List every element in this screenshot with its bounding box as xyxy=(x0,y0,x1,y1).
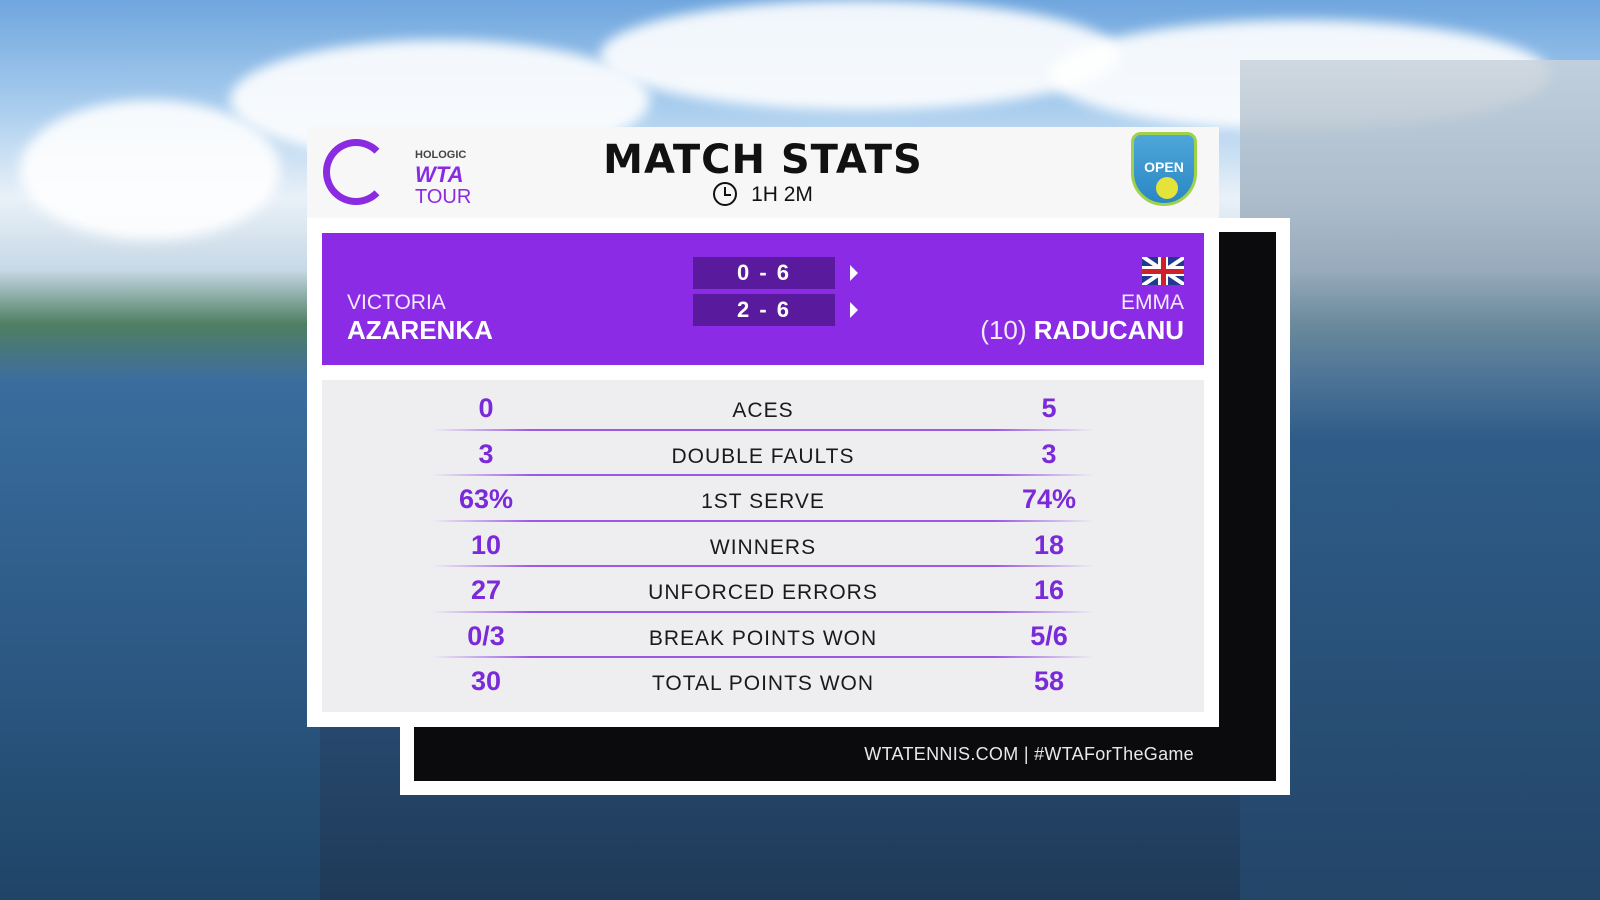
clock-icon xyxy=(713,182,738,206)
logo-text: OPEN xyxy=(1144,159,1184,175)
player1-stat-value: 27 xyxy=(470,575,502,605)
player1-last-name: AZARENKA xyxy=(347,315,493,345)
great-britain-flag-icon xyxy=(1142,257,1184,285)
left-stands xyxy=(0,380,320,900)
player1-stat-value: 10 xyxy=(470,529,502,560)
row-divider xyxy=(432,610,1094,613)
player1-stat-value: 0/3 xyxy=(467,620,505,651)
row-divider xyxy=(432,474,1094,476)
duration-text: 1H 2M xyxy=(751,183,813,206)
stat-label: BREAK POINTS WON xyxy=(648,626,878,650)
logo-text: WTA xyxy=(415,162,464,187)
stat-label: WINNERS xyxy=(709,535,817,559)
player1-first-name: VICTORIA xyxy=(347,291,446,314)
scoreboard: VICTORIA AZARENKA 0 - 6 2 - 6 EMMA (10) … xyxy=(322,233,1204,365)
right-stands xyxy=(1240,60,1600,900)
player2-last-name: RADUCANU xyxy=(1033,315,1184,345)
stat-label: 1ST SERVE xyxy=(701,490,825,513)
stat-row: 27 UNFORCED ERRORS 16 xyxy=(322,569,1204,615)
page-title: MATCH STATS xyxy=(603,137,923,183)
logo-text: TOUR xyxy=(415,186,472,208)
stat-row: 0 ACES 5 xyxy=(322,387,1204,433)
match-stats-card: HOLOGIC WTA TOUR MATCH STATS 1H 2M OPEN … xyxy=(307,127,1219,727)
player2-stat-value: 18 xyxy=(1033,529,1065,560)
stat-row: 30 TOTAL POINTS WON 58 xyxy=(322,660,1204,706)
logo-text: HOLOGIC xyxy=(415,149,467,161)
player1-stat-value: 30 xyxy=(470,666,502,696)
stat-row: 10 WINNERS 18 xyxy=(322,524,1204,570)
western-southern-open-logo: OPEN xyxy=(1131,132,1197,206)
card-header: HOLOGIC WTA TOUR MATCH STATS 1H 2M OPEN xyxy=(307,127,1219,218)
play-arrow-icon xyxy=(850,265,858,281)
player2-stat-value: 74% xyxy=(1021,484,1077,514)
player2-stat-value: 3 xyxy=(1041,438,1057,469)
player2-stat-value: 58 xyxy=(1033,666,1065,696)
match-duration: 1H 2M xyxy=(307,182,1219,207)
set-score-2: 2 - 6 xyxy=(693,294,835,326)
player2-stat-value: 16 xyxy=(1033,575,1065,605)
wta-logo-icon xyxy=(323,139,389,205)
row-divider xyxy=(432,656,1094,658)
footer-text: WTATENNIS.COM | #WTAForTheGame xyxy=(864,744,1194,764)
play-arrow-icon xyxy=(850,302,858,318)
row-divider xyxy=(432,428,1094,431)
row-divider xyxy=(432,519,1094,522)
player2-seed: (10) xyxy=(980,315,1027,345)
player2-first-name: EMMA xyxy=(1121,291,1184,314)
player1-stat-value: 0 xyxy=(478,393,494,423)
stats-table: 0 ACES 5 3 DOUBLE FAULTS 3 63% 1ST SERVE… xyxy=(322,380,1204,712)
stat-row: 0/3 BREAK POINTS WON 5/6 xyxy=(322,615,1204,661)
stat-label: TOTAL POINTS WON xyxy=(651,672,875,695)
set-score-1: 0 - 6 xyxy=(693,257,835,289)
player1-stat-value: 63% xyxy=(458,484,514,514)
stat-label: UNFORCED ERRORS xyxy=(648,581,878,604)
tennis-ball-icon xyxy=(1156,177,1178,199)
cloud xyxy=(600,0,1120,110)
stat-row: 63% 1ST SERVE 74% xyxy=(322,478,1204,524)
player2-stat-value: 5/6 xyxy=(1030,620,1068,651)
stat-label: DOUBLE FAULTS xyxy=(671,444,855,468)
cloud xyxy=(20,100,280,240)
stat-row: 3 DOUBLE FAULTS 3 xyxy=(322,433,1204,479)
player1: VICTORIA AZARENKA xyxy=(347,291,493,346)
player2: EMMA (10) RADUCANU xyxy=(980,291,1184,346)
player1-stat-value: 3 xyxy=(478,438,494,469)
player2-stat-value: 5 xyxy=(1041,393,1057,423)
stat-label: ACES xyxy=(732,399,794,422)
wta-tour-logo: HOLOGIC WTA TOUR xyxy=(323,135,473,210)
row-divider xyxy=(432,565,1094,567)
